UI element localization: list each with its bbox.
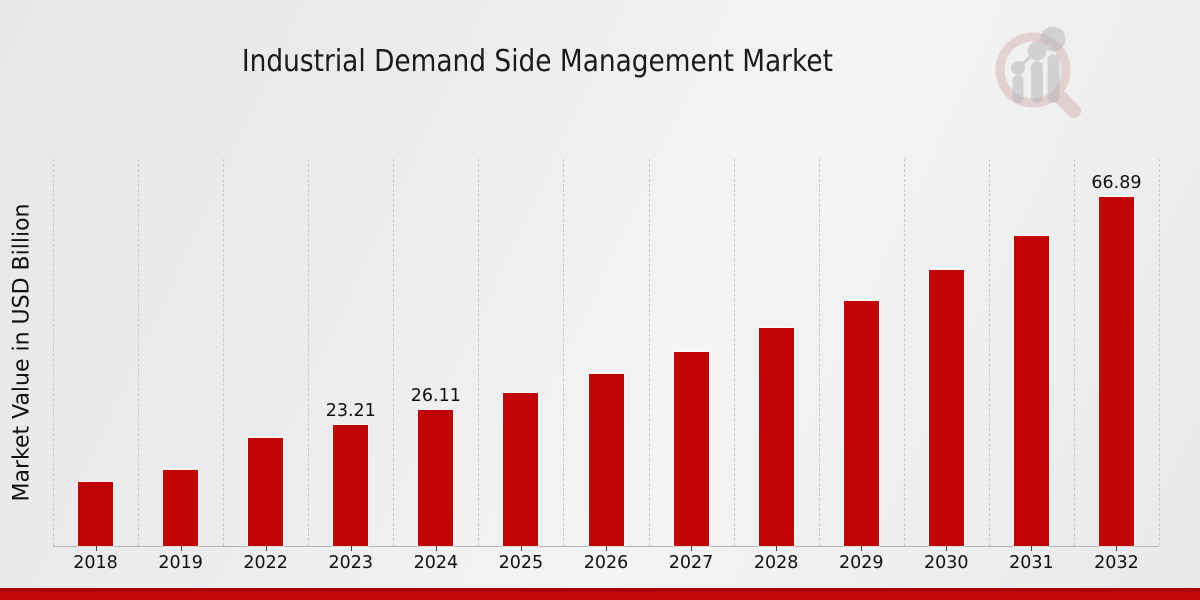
bottom-accent-band: [0, 588, 1200, 600]
gridline: [478, 159, 480, 546]
bar-value-label-2024: 26.11: [410, 385, 461, 406]
x-axis-tick: [1116, 546, 1118, 551]
logo-bar-medium-icon: [1031, 61, 1043, 103]
gridline: [1159, 159, 1160, 546]
bar-2028: [758, 328, 794, 546]
bar-value-label-2023: 23.21: [325, 400, 376, 421]
bar-value-label-2032: 66.89: [1091, 173, 1142, 194]
x-axis-label-2026: 2026: [583, 553, 629, 573]
x-axis-label-2032: 2032: [1094, 553, 1139, 573]
x-axis-label-2030: 2030: [924, 553, 969, 573]
bar-2023: [333, 424, 369, 546]
bar-2032: [1098, 197, 1134, 546]
logo-bar-large-icon: [1047, 54, 1060, 103]
gridline: [733, 159, 735, 546]
magnifier-ring-icon: [995, 32, 1071, 108]
x-axis-label-2019: 2019: [158, 553, 203, 573]
y-axis-label: Market Value in USD Billion: [9, 203, 35, 502]
x-axis-label-2031: 2031: [1009, 553, 1054, 573]
x-axis-label-2022: 2022: [243, 553, 288, 573]
bar-2019: [163, 470, 199, 546]
x-axis-label-2028: 2028: [753, 553, 799, 573]
magnifier-handle-icon: [1052, 89, 1081, 118]
x-axis-label-2024: 2024: [413, 553, 459, 573]
bar-2029: [843, 300, 879, 546]
bar-2030: [928, 270, 964, 546]
x-axis-tick: [691, 546, 693, 551]
bar-2018: [78, 482, 114, 546]
gridline: [563, 159, 565, 546]
x-axis-tick: [946, 546, 948, 551]
gridline: [53, 159, 54, 546]
x-axis-tick: [776, 546, 778, 551]
bar-2025: [503, 392, 539, 546]
gridline: [818, 159, 820, 546]
x-axis-tick: [435, 546, 437, 551]
x-axis-tick: [861, 546, 863, 551]
chart-title: Industrial Demand Side Management Market: [241, 44, 833, 79]
bar-2022: [248, 438, 284, 546]
plot-area: 2018 2019 2022 23.21 2023 26.11 2024 2025 2026 20…: [53, 159, 1160, 573]
gridline: [903, 159, 905, 546]
logo-bar-small-icon: [1012, 75, 1024, 103]
x-axis-tick: [350, 546, 352, 551]
x-axis-label-2027: 2027: [668, 553, 714, 573]
gridline: [223, 159, 225, 546]
bar-2031: [1013, 235, 1049, 546]
gridline: [138, 159, 140, 546]
x-axis-label-2025: 2025: [498, 553, 544, 573]
x-axis-tick: [606, 546, 607, 551]
gridline: [308, 159, 310, 546]
x-axis-label-2023: 2023: [328, 553, 374, 573]
x-axis-tick: [1031, 546, 1033, 551]
bar-2027: [673, 352, 709, 546]
gridline: [648, 159, 650, 546]
gridline: [988, 159, 990, 546]
bar-2024: [418, 409, 454, 546]
bar-2026: [588, 373, 624, 546]
gridline: [1073, 159, 1075, 546]
x-axis-tick: [95, 546, 97, 551]
x-axis-tick: [265, 546, 267, 551]
x-axis-tick: [180, 546, 182, 551]
x-axis-label-2029: 2029: [838, 553, 884, 573]
x-axis-tick: [520, 546, 522, 551]
x-axis-label-2018: 2018: [73, 553, 118, 573]
brand-logo-watermark: [995, 26, 1081, 118]
gridline: [393, 159, 395, 546]
